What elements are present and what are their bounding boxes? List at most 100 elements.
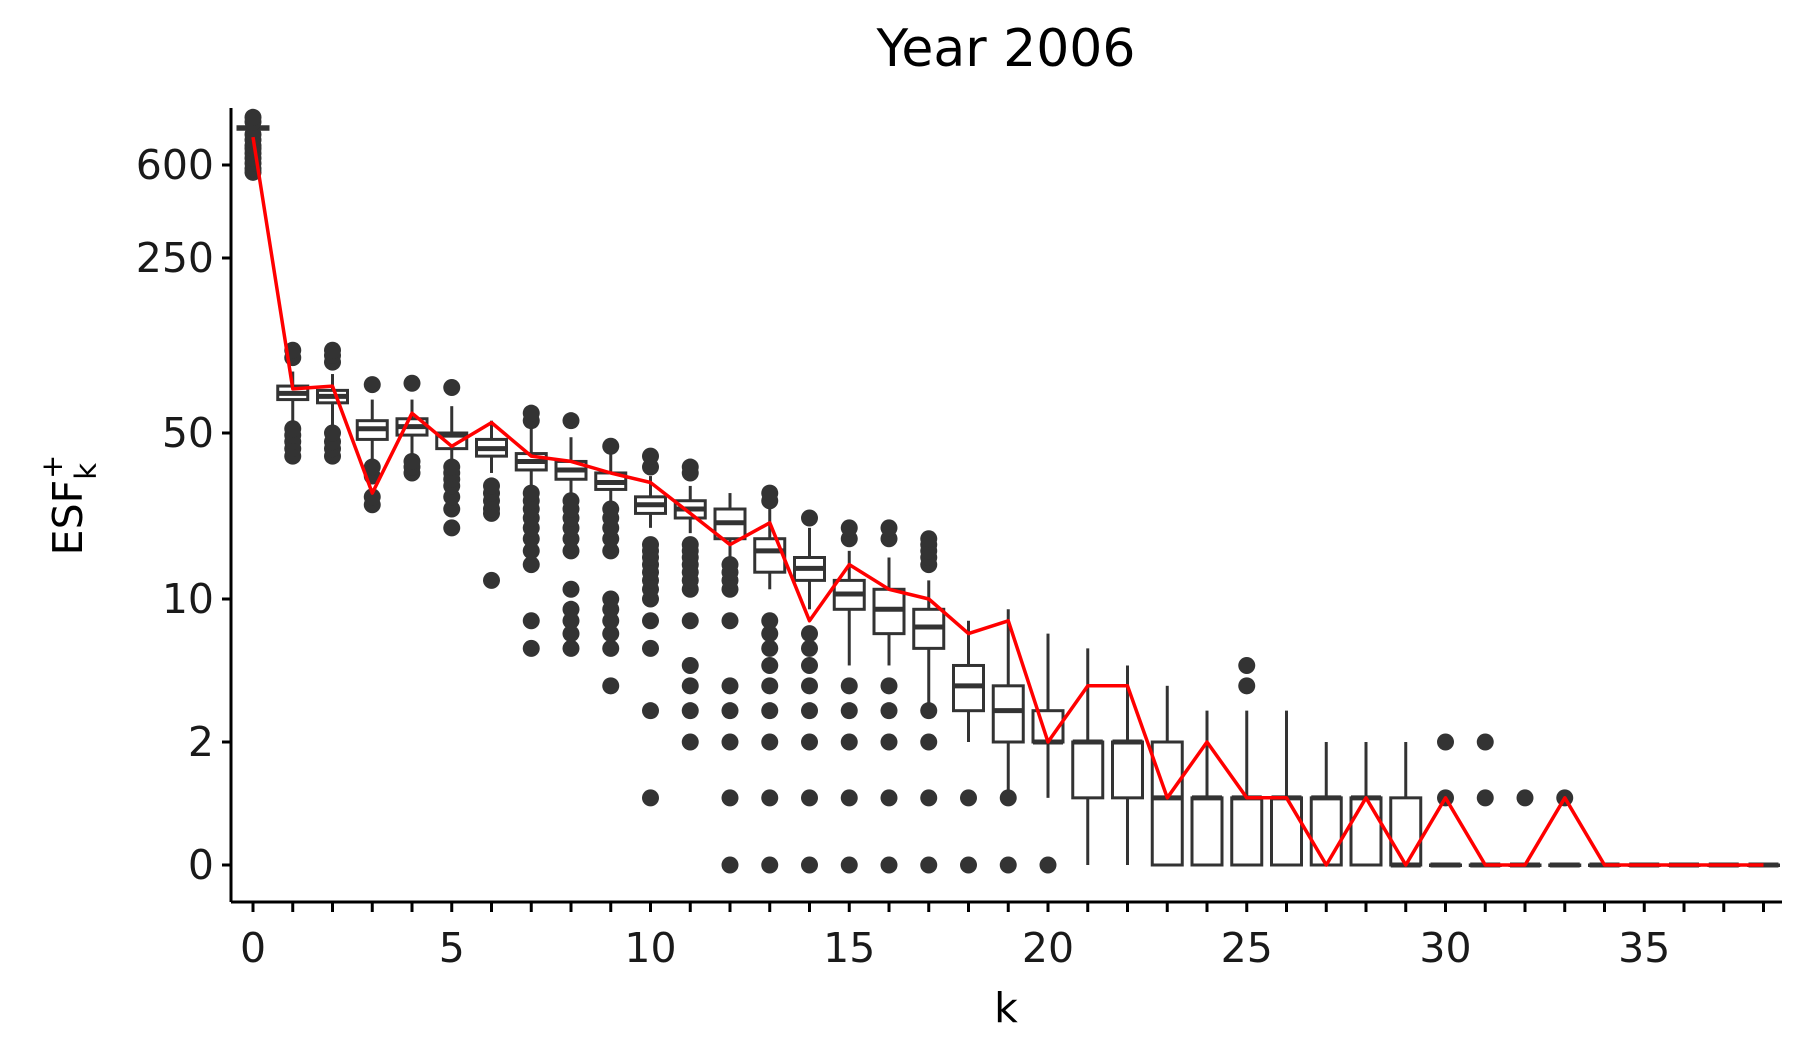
outlier-point [920, 530, 938, 548]
outlier-point [642, 639, 659, 657]
outlier-point [1238, 677, 1256, 695]
box-k-19 [991, 609, 1025, 874]
box-k-23 [1150, 685, 1184, 867]
x-tick-label: 30 [1419, 924, 1471, 972]
outlier-point [681, 656, 699, 674]
outlier-point [801, 656, 818, 674]
outlier-point [363, 376, 381, 394]
outlier-point [840, 702, 858, 720]
x-axis-title: k [994, 984, 1018, 1032]
outlier-point [840, 856, 858, 874]
box-k-32 [1508, 789, 1542, 868]
y-tick-label: 10 [162, 575, 214, 623]
x-axis-ticks: 0 5 10 15 20 25 30 35 [240, 902, 1765, 972]
outlier-point [443, 519, 461, 537]
outlier-point [920, 702, 938, 720]
box-iqr [1349, 796, 1383, 867]
outlier-point [840, 519, 858, 537]
outlier-point [801, 733, 818, 751]
outlier-point [761, 625, 779, 643]
x-tick-label: 0 [240, 924, 266, 972]
y-axis-title: ESFk+ [35, 455, 103, 556]
outlier-point [1238, 656, 1256, 674]
outlier-point [761, 856, 779, 874]
outlier-point [1516, 789, 1534, 807]
x-tick-label: 10 [624, 924, 676, 972]
box-k-13 [753, 484, 787, 874]
box-iqr [753, 537, 787, 574]
outlier-point [642, 536, 659, 554]
box-k-6 [475, 420, 508, 589]
outlier-point [801, 856, 818, 874]
outlier-point [761, 789, 779, 807]
outlier-point [602, 437, 620, 455]
box-iqr [1190, 796, 1224, 867]
box-k-14 [793, 509, 826, 874]
outlier-point [522, 612, 540, 630]
outlier-point [840, 789, 858, 807]
outlier-point [562, 492, 580, 510]
y-tick-label: 50 [162, 409, 214, 457]
y-tick-label: 0 [188, 841, 214, 889]
outlier-point [562, 625, 580, 643]
chart-title: Year 2006 [876, 19, 1136, 79]
box-k-27 [1309, 742, 1343, 867]
y-axis-title-base: ESF [44, 480, 92, 556]
box-k-20 [1031, 633, 1065, 874]
box-k-24 [1190, 710, 1224, 867]
observed-line [251, 136, 1764, 867]
y-axis-ticks: 0 2 10 50 250 600 [136, 141, 231, 889]
outlier-point [681, 458, 699, 476]
outlier-point [721, 612, 739, 630]
x-tick-label: 20 [1022, 924, 1074, 972]
outlier-point [483, 571, 500, 589]
outlier-point [642, 612, 659, 630]
outlier-point [602, 677, 620, 695]
outlier-point [999, 856, 1017, 874]
outlier-point [721, 733, 739, 751]
outlier-point [681, 677, 699, 695]
box-k-9 [594, 437, 628, 695]
outlier-point [602, 500, 620, 518]
outlier-point [562, 639, 580, 657]
box-k-15 [832, 519, 866, 874]
box-k-16 [872, 519, 906, 874]
outlier-point [880, 677, 898, 695]
outlier-point [801, 625, 818, 643]
outlier-point [960, 856, 977, 874]
box-k-3 [355, 376, 389, 514]
outlier-point [1476, 789, 1494, 807]
outlier-point [761, 677, 779, 695]
outlier-point [403, 374, 421, 392]
outlier-point [522, 484, 540, 502]
x-tick-label: 35 [1618, 924, 1670, 972]
outlier-point [602, 542, 620, 560]
outlier-point [721, 556, 739, 574]
box-k-26 [1270, 710, 1303, 867]
box-iqr [1071, 740, 1105, 800]
outlier-point [880, 519, 898, 537]
outlier-point [761, 639, 779, 657]
outlier-point [522, 639, 540, 657]
x-tick-label: 25 [1221, 924, 1273, 972]
outlier-point [642, 702, 659, 720]
box-iqr [991, 684, 1025, 744]
outlier-point [761, 702, 779, 720]
outlier-point [483, 477, 500, 495]
outlier-point [880, 789, 898, 807]
outlier-point [522, 556, 540, 574]
outlier-point [960, 789, 977, 807]
outlier-point [801, 509, 818, 527]
box-iqr [1111, 740, 1144, 800]
outlier-point [363, 458, 381, 476]
outlier-point [721, 677, 739, 695]
plot-area [236, 108, 1780, 874]
box-k-7 [514, 404, 548, 657]
box-k-8 [554, 412, 588, 657]
outlier-point [681, 612, 699, 630]
outlier-point [880, 856, 898, 874]
outlier-point [443, 458, 461, 476]
outlier-point [244, 125, 262, 143]
box-k-17 [912, 530, 946, 874]
